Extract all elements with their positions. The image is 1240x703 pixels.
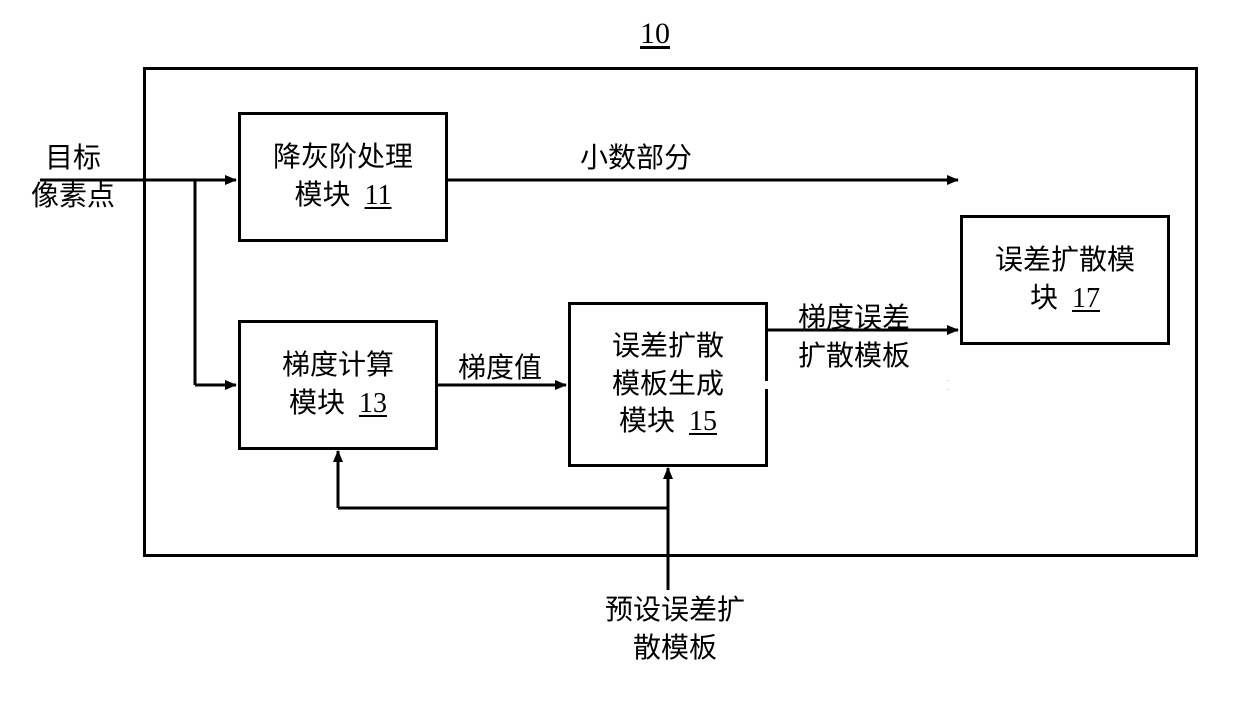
module-13-title-l2: 模块 <box>289 388 345 419</box>
diagram-canvas: 10 目标 像素点 降灰阶处理 模块 11 梯度计算 模块 13 误差扩散 模板… <box>0 0 1240 703</box>
module-11-title-l1: 降灰阶处理 <box>273 142 413 173</box>
module-17: 误差扩散模 块 17 <box>960 215 1170 345</box>
module-15-id: 15 <box>689 406 717 437</box>
module-13: 梯度计算 模块 13 <box>238 320 438 450</box>
module-17-title-l1: 误差扩散模 <box>995 245 1135 276</box>
edge-15-17-label: 梯度误差 扩散模板 <box>798 300 948 376</box>
input-label-line2: 像素点 <box>31 181 115 212</box>
module-17-id: 17 <box>1072 283 1100 314</box>
edge-15-17-label-l1: 梯度误差 <box>798 303 910 334</box>
module-15-title-l3: 模块 <box>619 406 675 437</box>
module-13-title-l1: 梯度计算 <box>282 350 394 381</box>
module-11-title-l2: 模块 <box>295 180 351 211</box>
module-15: 误差扩散 模板生成 模块 15 <box>568 302 768 467</box>
module-17-title-l2: 块 <box>1030 283 1058 314</box>
module-15-title-l2: 模板生成 <box>612 369 724 400</box>
edge-13-15-label: 梯度值 <box>458 350 542 388</box>
edge-15-17-label-l2: 扩散模板 <box>798 341 910 372</box>
bottom-input-l2: 散模板 <box>633 633 717 664</box>
bottom-input-label: 预设误差扩 散模板 <box>590 592 760 668</box>
edge-11-17-label: 小数部分 <box>580 140 692 178</box>
input-label: 目标 像素点 <box>18 140 128 216</box>
input-label-line1: 目标 <box>45 143 101 174</box>
bottom-input-l1: 预设误差扩 <box>605 595 745 626</box>
container-id-label: 10 <box>640 14 670 55</box>
module-15-title-l1: 误差扩散 <box>612 331 724 362</box>
module-13-id: 13 <box>359 388 387 419</box>
module-11-id: 11 <box>365 180 392 211</box>
module-11: 降灰阶处理 模块 11 <box>238 112 448 242</box>
